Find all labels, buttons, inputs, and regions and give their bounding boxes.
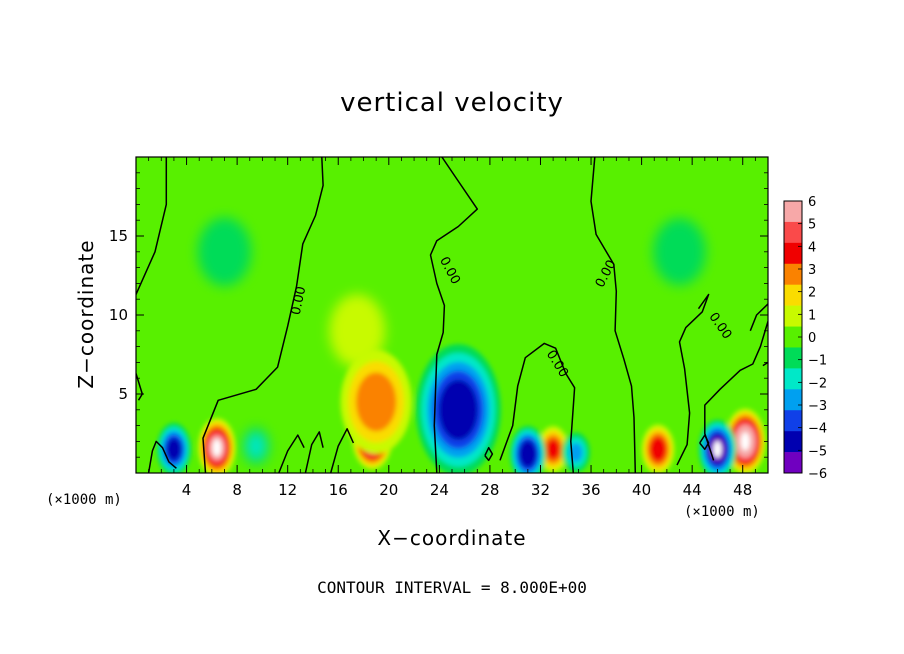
- downdraft-cell-8: [156, 422, 192, 473]
- zero-contour-line-14: [699, 434, 710, 451]
- zero-contour-line-5: [676, 293, 710, 466]
- x-units-label-left: (×1000 m): [46, 492, 122, 508]
- downdraft-cell-10: [509, 426, 546, 473]
- downdraft-cell-12: [242, 427, 270, 465]
- zero-contour-line-3: [499, 342, 576, 473]
- velocity-field: [136, 157, 768, 473]
- x-units-label-right: (×1000 m): [684, 504, 760, 520]
- zero-contour-line-12: [329, 428, 355, 473]
- zero-contour-line-13: [484, 446, 494, 462]
- colorbar-label-1: 5: [808, 218, 816, 233]
- downdraft-cell-13: [197, 217, 252, 286]
- colorbar-label-9: −3: [808, 399, 827, 414]
- colorbar-swatch-5: [784, 305, 802, 327]
- colorbar-label-7: −1: [808, 354, 827, 369]
- field-soft-layer: [197, 217, 706, 465]
- colorbar-swatch-8: [784, 368, 802, 390]
- zero-contour-line-15: [762, 361, 768, 367]
- zero-contour-line-11: [304, 431, 324, 473]
- x-tick-label-40: 40: [632, 481, 651, 499]
- colorbar-label-2: 4: [808, 240, 816, 255]
- x-tick-label-8: 8: [232, 481, 242, 499]
- zero-contour-line-2: [429, 157, 479, 473]
- x-tick-label-28: 28: [480, 481, 499, 499]
- updraft-cell-5: [340, 350, 412, 454]
- x-tick-label-4: 4: [182, 481, 192, 499]
- x-tick-label-20: 20: [379, 481, 398, 499]
- zero-contour-line-4: [590, 157, 637, 473]
- colorbar-label-0: 6: [808, 195, 816, 210]
- colorbar-swatch-11: [784, 431, 802, 453]
- downdraft-cell-7: [415, 344, 501, 473]
- colorbar-label-6: 0: [808, 331, 816, 346]
- x-tick-label-12: 12: [278, 481, 297, 499]
- colorbar-swatch-9: [784, 389, 802, 411]
- downdraft-cell-9: [698, 419, 737, 473]
- colorbar-label-4: 2: [808, 286, 816, 301]
- x-axis-label: X−coordinate: [377, 526, 527, 550]
- colorbar-swatch-6: [784, 326, 802, 348]
- y-axis-label: Z−coordinate: [74, 239, 98, 389]
- field-core-layer: [156, 344, 766, 473]
- zero-contour-line-7: [749, 303, 768, 332]
- colorbar: 6 5 4 3 2 1 0 −1 −2 −3 −4 −5 −6: [783, 195, 827, 482]
- zero-contour-line-0: [136, 157, 168, 295]
- colorbar-swatch-4: [784, 284, 802, 306]
- chart-title: vertical velocity: [340, 88, 564, 118]
- colorbar-label-8: −2: [808, 376, 827, 391]
- zero-contour-line-10: [278, 434, 305, 473]
- colorbar-label-3: 3: [808, 263, 816, 278]
- colorbar-swatch-12: [784, 452, 802, 474]
- colorbar-label-5: 1: [808, 308, 816, 323]
- zero-contour-line-9: [147, 440, 177, 473]
- x-tick-label-44: 44: [683, 481, 702, 499]
- updraft-cell-2: [198, 418, 236, 473]
- updraft-cell-4: [537, 426, 569, 473]
- colorbar-swatch-10: [784, 410, 802, 432]
- downdraft-cell-14: [653, 218, 706, 286]
- colorbar-swatch-7: [784, 347, 802, 369]
- y-tick-label-10: 10: [109, 306, 128, 324]
- colorbar-swatch-3: [784, 263, 802, 285]
- x-tick-label-36: 36: [581, 481, 600, 499]
- y-tick-label-5: 5: [118, 385, 128, 403]
- contour-interval-note: CONTOUR INTERVAL = 8.000E+00: [317, 578, 587, 597]
- y-tick-label-15: 15: [109, 227, 128, 245]
- updraft-cell-6: [329, 294, 386, 368]
- downdraft-cell-11: [561, 432, 590, 473]
- colorbar-label-11: −5: [808, 444, 827, 459]
- x-tick-label-24: 24: [430, 481, 449, 499]
- contour-label-0: 0.00: [289, 285, 310, 316]
- zero-contour-line-1: [202, 157, 324, 473]
- updraft-cell-1: [724, 408, 766, 473]
- colorbar-swatch-1: [784, 221, 802, 244]
- colorbar-label-10: −4: [808, 422, 827, 437]
- x-tick-label-48: 48: [733, 481, 752, 499]
- colorbar-swatch-2: [784, 242, 802, 265]
- x-tick-label-16: 16: [329, 481, 348, 499]
- colorbar-label-12: −6: [808, 467, 827, 482]
- updraft-cell-3: [641, 424, 675, 473]
- x-tick-label-32: 32: [531, 481, 550, 499]
- zero-contour-line-6: [704, 321, 768, 461]
- colorbar-swatch-0: [784, 201, 802, 223]
